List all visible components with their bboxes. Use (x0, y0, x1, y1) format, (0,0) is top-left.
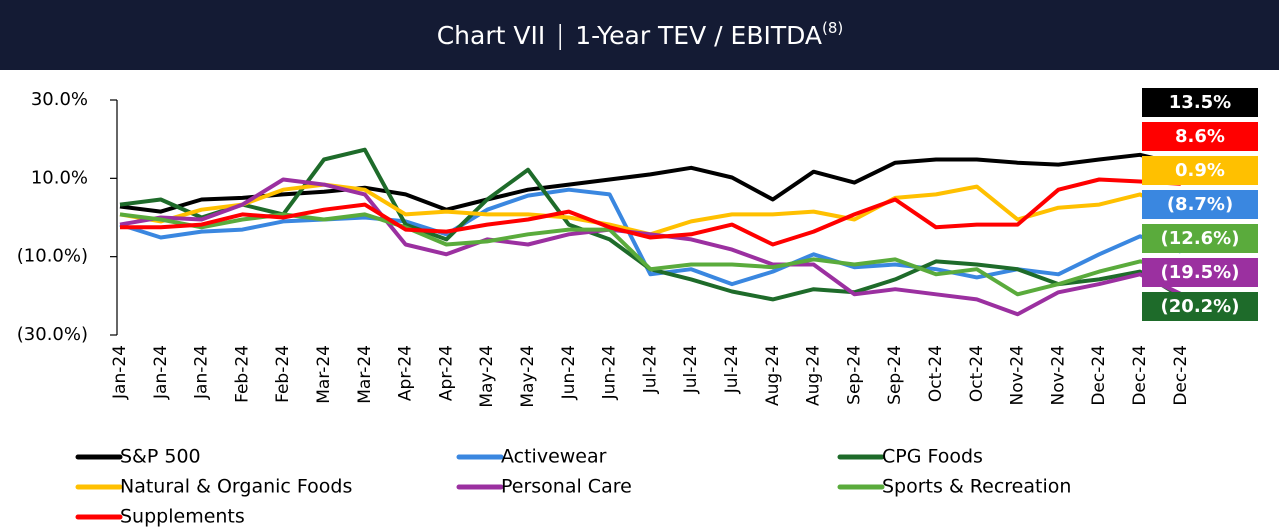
x-tick-label: Jul-24 (681, 345, 701, 394)
end-label-box (1142, 156, 1258, 185)
x-tick-label: Jul-24 (640, 345, 660, 394)
x-tick-label: Sep-24 (885, 345, 905, 405)
legend-label: Activewear (501, 446, 607, 468)
x-tick-label: Jun-24 (600, 345, 620, 400)
subtitle: 1-Year TEV / EBITDA (575, 21, 822, 50)
end-label-box (1142, 224, 1258, 253)
x-tick-label: Jul-24 (722, 345, 742, 394)
series-line (119, 212, 1182, 297)
x-tick-label: Jan-24 (110, 345, 130, 400)
x-tick-label: Dec-24 (1171, 345, 1191, 406)
x-tick-label: Oct-24 (967, 345, 987, 402)
x-tick-label: Feb-24 (273, 345, 293, 403)
end-label: (19.5%) (1161, 262, 1240, 283)
y-tick-label: (10.0%) (17, 246, 88, 267)
end-label-box (1142, 292, 1258, 321)
chart-title: Chart VII 1-Year TEV / EBITDA(8) (437, 19, 844, 51)
series-line (120, 177, 1181, 247)
x-tick-label: Nov-24 (1008, 345, 1028, 406)
x-tick-label: Aug-24 (763, 345, 783, 406)
x-tick-label: Dec-24 (1089, 345, 1109, 406)
x-tick-label: Feb-24 (232, 345, 252, 403)
x-tick-label: Sep-24 (844, 345, 864, 405)
end-label: (20.2%) (1161, 296, 1240, 317)
legend-label: Sports & Recreation (882, 476, 1071, 498)
end-label: (12.6%) (1161, 228, 1240, 249)
x-tick-label: Dec-24 (1130, 345, 1150, 406)
y-tick-label: (30.0%) (17, 324, 88, 345)
x-tick-label: May-24 (477, 345, 497, 408)
end-label: 0.9% (1175, 160, 1225, 181)
y-tick-label: 10.0% (31, 167, 88, 188)
series-line (119, 182, 1182, 237)
x-tick-label: Nov-24 (1048, 345, 1068, 406)
series-line (119, 177, 1182, 317)
x-tick-label: Mar-24 (355, 345, 375, 404)
x-tick-label: Aug-24 (804, 345, 824, 406)
legend-label: CPG Foods (882, 446, 983, 468)
end-label-box (1142, 122, 1258, 151)
x-tick-label: Apr-24 (396, 345, 416, 401)
end-label-box (1142, 258, 1258, 287)
legend-label: Supplements (120, 506, 245, 528)
plot-lines (119, 147, 1182, 317)
header-bar (0, 0, 1279, 70)
x-tick-label: Jan-24 (151, 345, 171, 400)
legend-label: Personal Care (501, 476, 632, 498)
end-label-box (1142, 88, 1258, 117)
series-line (119, 147, 1182, 302)
end-label-box (1142, 190, 1258, 219)
legend-label: Natural & Organic Foods (120, 476, 352, 498)
end-label: (8.7%) (1167, 194, 1233, 215)
y-tick-label: 30.0% (31, 89, 88, 110)
title: Chart VII (437, 21, 546, 50)
end-label: 13.5% (1169, 92, 1231, 113)
legend-label: S&P 500 (120, 446, 201, 468)
x-tick-label: Jun-24 (559, 345, 579, 400)
x-tick-label: Mar-24 (314, 345, 334, 404)
title-note: (8) (822, 19, 843, 37)
x-tick-label: Apr-24 (436, 345, 456, 401)
x-tick-label: Jan-24 (192, 345, 212, 400)
x-tick-label: Oct-24 (926, 345, 946, 402)
x-tick-label: May-24 (518, 345, 538, 408)
end-label: 8.6% (1175, 126, 1225, 147)
series-line (119, 187, 1182, 287)
